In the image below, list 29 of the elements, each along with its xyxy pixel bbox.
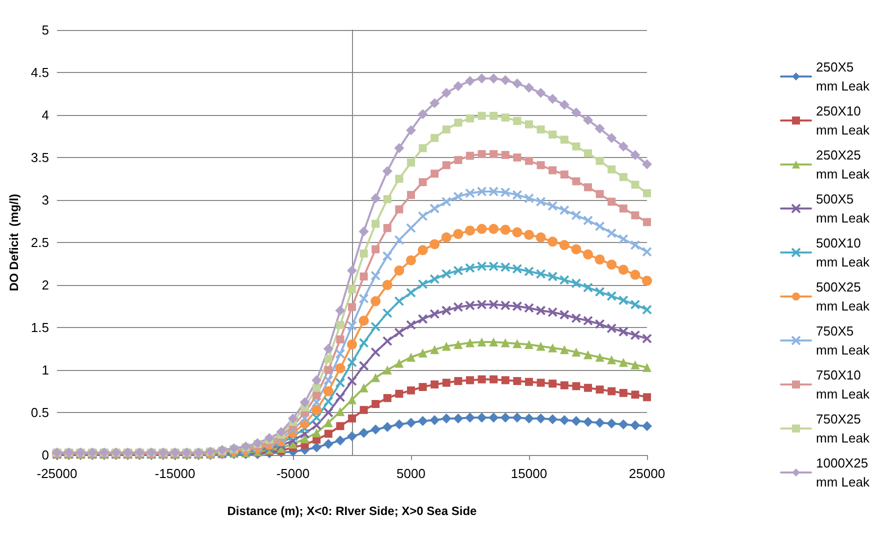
y-tick-label: 1.5 [30,320,49,335]
y-tick-label: 4.5 [30,65,49,80]
x-tick-label: 25000 [628,466,666,481]
y-tick-label: 3 [42,192,49,208]
legend-label: 750X10 mm Leak [816,368,870,402]
y-tick-label: 1 [42,362,49,378]
y-tick-label: 3.5 [30,150,49,165]
x-tick-label: 5000 [396,466,426,481]
y-tick-label: 4 [42,108,49,122]
y-tick-label: 2 [42,278,49,292]
legend-label: 1000X25 mm Leak [816,456,872,490]
y-tick-label: 0.5 [30,405,49,420]
legend-label: 750X25 mm Leak [816,412,870,446]
y-tick-label: 0 [42,448,49,462]
y-tick-label: 5 [42,22,49,38]
legend-label: 250X5 mm Leak [816,60,870,94]
legend-label: 750X5 mm Leak [816,324,870,358]
y-axis-title: DO Deficit (mg/l) [7,194,21,292]
legend-label: 500X25 mm Leak [816,280,870,314]
x-tick-label: -5000 [276,466,310,481]
legend-label: 500X5 mm Leak [816,192,870,226]
legend-label: 250X25 mm Leak [816,148,870,182]
x-tick-label: -25000 [36,466,78,481]
legend-label: 250X10 mm Leak [816,104,870,138]
x-tick-label: 15000 [510,466,548,481]
legend-label: 500X10 mm Leak [816,236,870,270]
y-tick-label: 2.5 [30,235,49,250]
x-axis-title: Distance (m); X<0: RIver Side; X>0 Sea Side [227,504,478,518]
x-tick-label: -15000 [154,466,196,481]
